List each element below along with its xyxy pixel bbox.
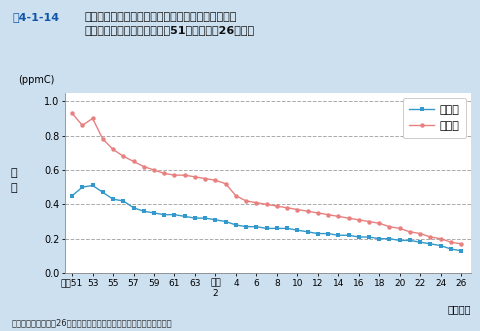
Text: 図4-1-14: 図4-1-14 [12,12,59,22]
Text: 非メタン炭化水素の午前６時〜午前９時における年
平均値の経年変化推移（昭和51年度〜平成26年度）: 非メタン炭化水素の午前６時〜午前９時における年 平均値の経年変化推移（昭和51年… [84,12,254,35]
Text: 濃
度: 濃 度 [10,168,17,193]
Legend: 一般局, 自排局: 一般局, 自排局 [402,98,465,138]
Text: （年度）: （年度） [447,305,470,315]
Text: 資料：環境省「平成26年度大気汚染状況について（報道発表資料）」: 資料：環境省「平成26年度大気汚染状況について（報道発表資料）」 [12,318,172,327]
Text: (ppmC): (ppmC) [18,75,54,85]
